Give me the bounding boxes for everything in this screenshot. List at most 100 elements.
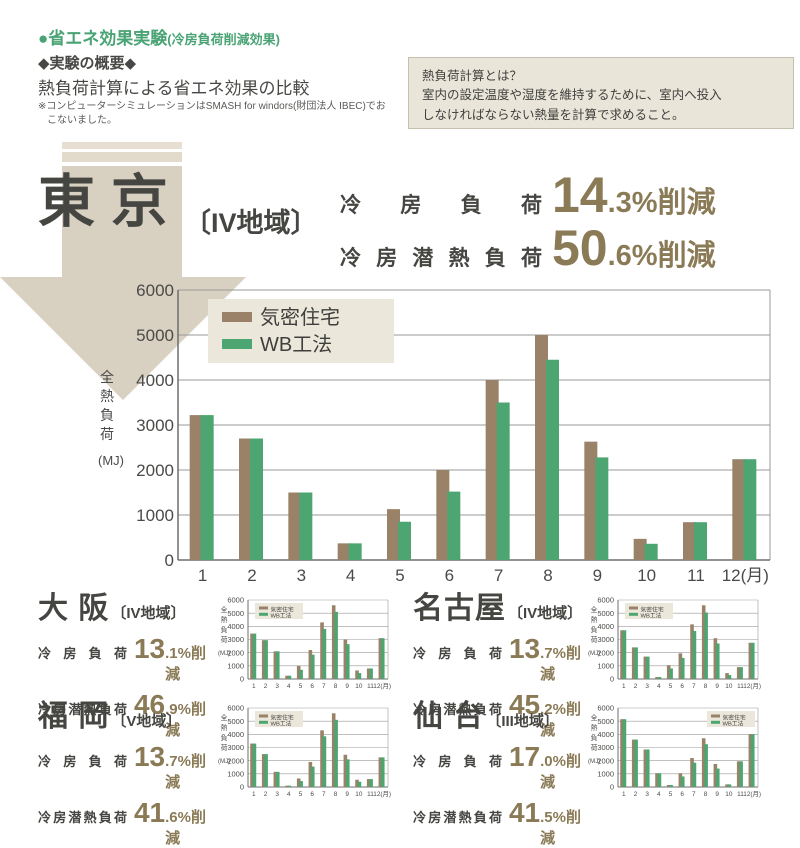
arrow-body [0, 166, 246, 400]
legend-label: WB工法 [723, 720, 744, 728]
bar-kimitsu [643, 656, 648, 679]
bar-wb [692, 762, 697, 787]
experiment-badge: ●省エネ効果実験(冷房負荷削減効果) [38, 24, 280, 49]
definition-line2: しなければならない熱量を計算で求めること。 [422, 107, 685, 122]
bar-wb [398, 521, 411, 560]
y-tick-label: 4000 [597, 730, 614, 739]
bar-kimitsu [261, 754, 266, 787]
bar-wb [357, 781, 362, 787]
bar-kimitsu [355, 670, 359, 679]
bar-wb [348, 543, 362, 560]
x-tick-label: 9 [345, 683, 349, 690]
sendai-bar-chart: 0 1000 2000 3000 4000 5000 6000 1 2 3 4 5 6 7 8 9 10 11 12… [588, 704, 761, 798]
city-region: 〔III地域〕 [486, 713, 559, 730]
bar-kimitsu [296, 665, 301, 679]
stat-label: 冷房潜熱負荷 [413, 702, 502, 717]
bar-kimitsu [655, 677, 659, 679]
legend-label: WB工法 [271, 612, 292, 620]
legend-label: WB工法 [641, 612, 662, 620]
x-tick-label: 3 [645, 683, 649, 690]
bar-wb [622, 719, 627, 787]
y-axis-title-char: 荷 [100, 426, 114, 442]
city-region: 〔IV地域〕 [508, 605, 583, 622]
bar-kimitsu [678, 653, 683, 679]
x-tick-label: 5 [395, 566, 404, 585]
bar-kimitsu [620, 630, 624, 679]
bar-wb [669, 785, 673, 787]
y-tick-label: 5000 [136, 326, 174, 345]
y-axis-title-char: 荷 [221, 635, 228, 644]
bar-kimitsu [701, 605, 706, 679]
legend-swatch [629, 606, 638, 610]
y-axis-title-char: 全 [100, 369, 114, 385]
legend-label: 気密住宅 [260, 306, 340, 329]
x-tick-label: 8 [543, 566, 552, 585]
bar-wb [645, 656, 650, 679]
bar-wb [345, 644, 350, 679]
x-tick-label: 8 [334, 683, 338, 690]
bar-wb [200, 415, 214, 560]
cooling-load-row: 冷 房 負 荷 13 .1%削減 [38, 635, 218, 684]
tokyo-chart: 0 1000 2000 3000 4000 5000 6000 1 2 3 4 5 6 7 8 9 10 11 12… [95, 281, 795, 588]
stat-value-suffix: .3%削減 [607, 187, 716, 219]
bar-wb [546, 359, 559, 560]
y-axis-unit: (MJ) [218, 650, 230, 657]
x-tick-label: 11 [737, 791, 744, 798]
cooling-load-row: 冷 房 負 荷 13 .7%削減 [38, 743, 218, 792]
bar-kimitsu [250, 633, 254, 679]
bar-kimitsu [189, 415, 203, 560]
y-tick-label: 5000 [227, 717, 244, 726]
x-tick-label: 1 [252, 683, 256, 690]
tokyo-latent-load-row: 冷房潜熱負荷 50 .6%削減 [340, 223, 796, 274]
y-tick-label: 1000 [227, 662, 244, 671]
y-tick-label: 2000 [227, 648, 244, 657]
section-heading: ◆実験の概要◆ [38, 55, 137, 72]
x-tick-label: 1 [622, 683, 626, 690]
fukuoka-bar-chart: 0 1000 2000 3000 4000 5000 6000 1 2 3 4 5 6 7 8 9 10 11 12… [218, 704, 391, 798]
bar-kimitsu [678, 773, 683, 787]
x-tick-label: 7 [692, 683, 696, 690]
y-tick-label: 4000 [227, 622, 244, 631]
bar-wb [287, 675, 292, 679]
bar-wb [634, 647, 638, 679]
y-tick-label: 4000 [227, 730, 244, 739]
green-bullet-icon: ● [38, 29, 49, 48]
y-axis-title-char: 負 [591, 733, 598, 742]
bar-kimitsu [366, 668, 371, 679]
stat-value: 13 [133, 633, 166, 664]
legend-label: WB工法 [260, 333, 332, 356]
bar-wb [380, 638, 385, 679]
bar-wb [252, 633, 257, 679]
bar-wb [680, 657, 685, 679]
x-tick-label: 7 [692, 791, 696, 798]
stat-label: 冷 房 負 荷 [340, 194, 542, 217]
y-axis-title-char: 熱 [100, 388, 114, 404]
definition-box: 熱負荷計算とは？ 室内の設定温度や湿度を維持するために、室内へ投入 しなければな… [408, 57, 794, 129]
x-tick-label: 5 [299, 791, 303, 798]
x-tick-label: 9 [345, 791, 349, 798]
x-tick-label: 3 [275, 791, 279, 798]
bar-wb [739, 761, 743, 787]
stat-value: 45 [508, 689, 541, 720]
city-name: 福 岡 [38, 700, 110, 733]
nagoya-block: 名古屋 〔IV地域〕 冷 房 負 荷 13 .7%削減 冷房潜熱負荷 45 .2… [413, 594, 593, 740]
osaka-bar-chart: 0 1000 2000 3000 4000 5000 6000 1 2 3 4 5 6 7 8 9 10 11 12… [218, 596, 391, 690]
y-axis-title-char: 熱 [221, 615, 228, 624]
x-tick-label: 1 [622, 791, 626, 798]
y-tick-label: 1000 [597, 770, 614, 779]
legend-swatch [222, 312, 252, 322]
bar-kimitsu [748, 734, 753, 787]
bar-kimitsu [713, 638, 718, 679]
bar-kimitsu [748, 642, 753, 679]
y-axis-title-char: 負 [591, 625, 598, 634]
tokyo-city-title: 東 京 [38, 170, 168, 234]
x-tick-label: 6 [310, 683, 314, 690]
legend-swatch [259, 720, 268, 724]
badge-subtitle: (冷房負荷削減効果) [167, 32, 280, 47]
bar-kimitsu [331, 713, 336, 787]
latent-load-row: 冷房潜熱負荷 46 .9%削減 [38, 691, 218, 740]
x-tick-label: 10 [725, 791, 733, 798]
x-tick-label: 10 [637, 566, 656, 585]
x-tick-label: 11 [367, 683, 374, 690]
